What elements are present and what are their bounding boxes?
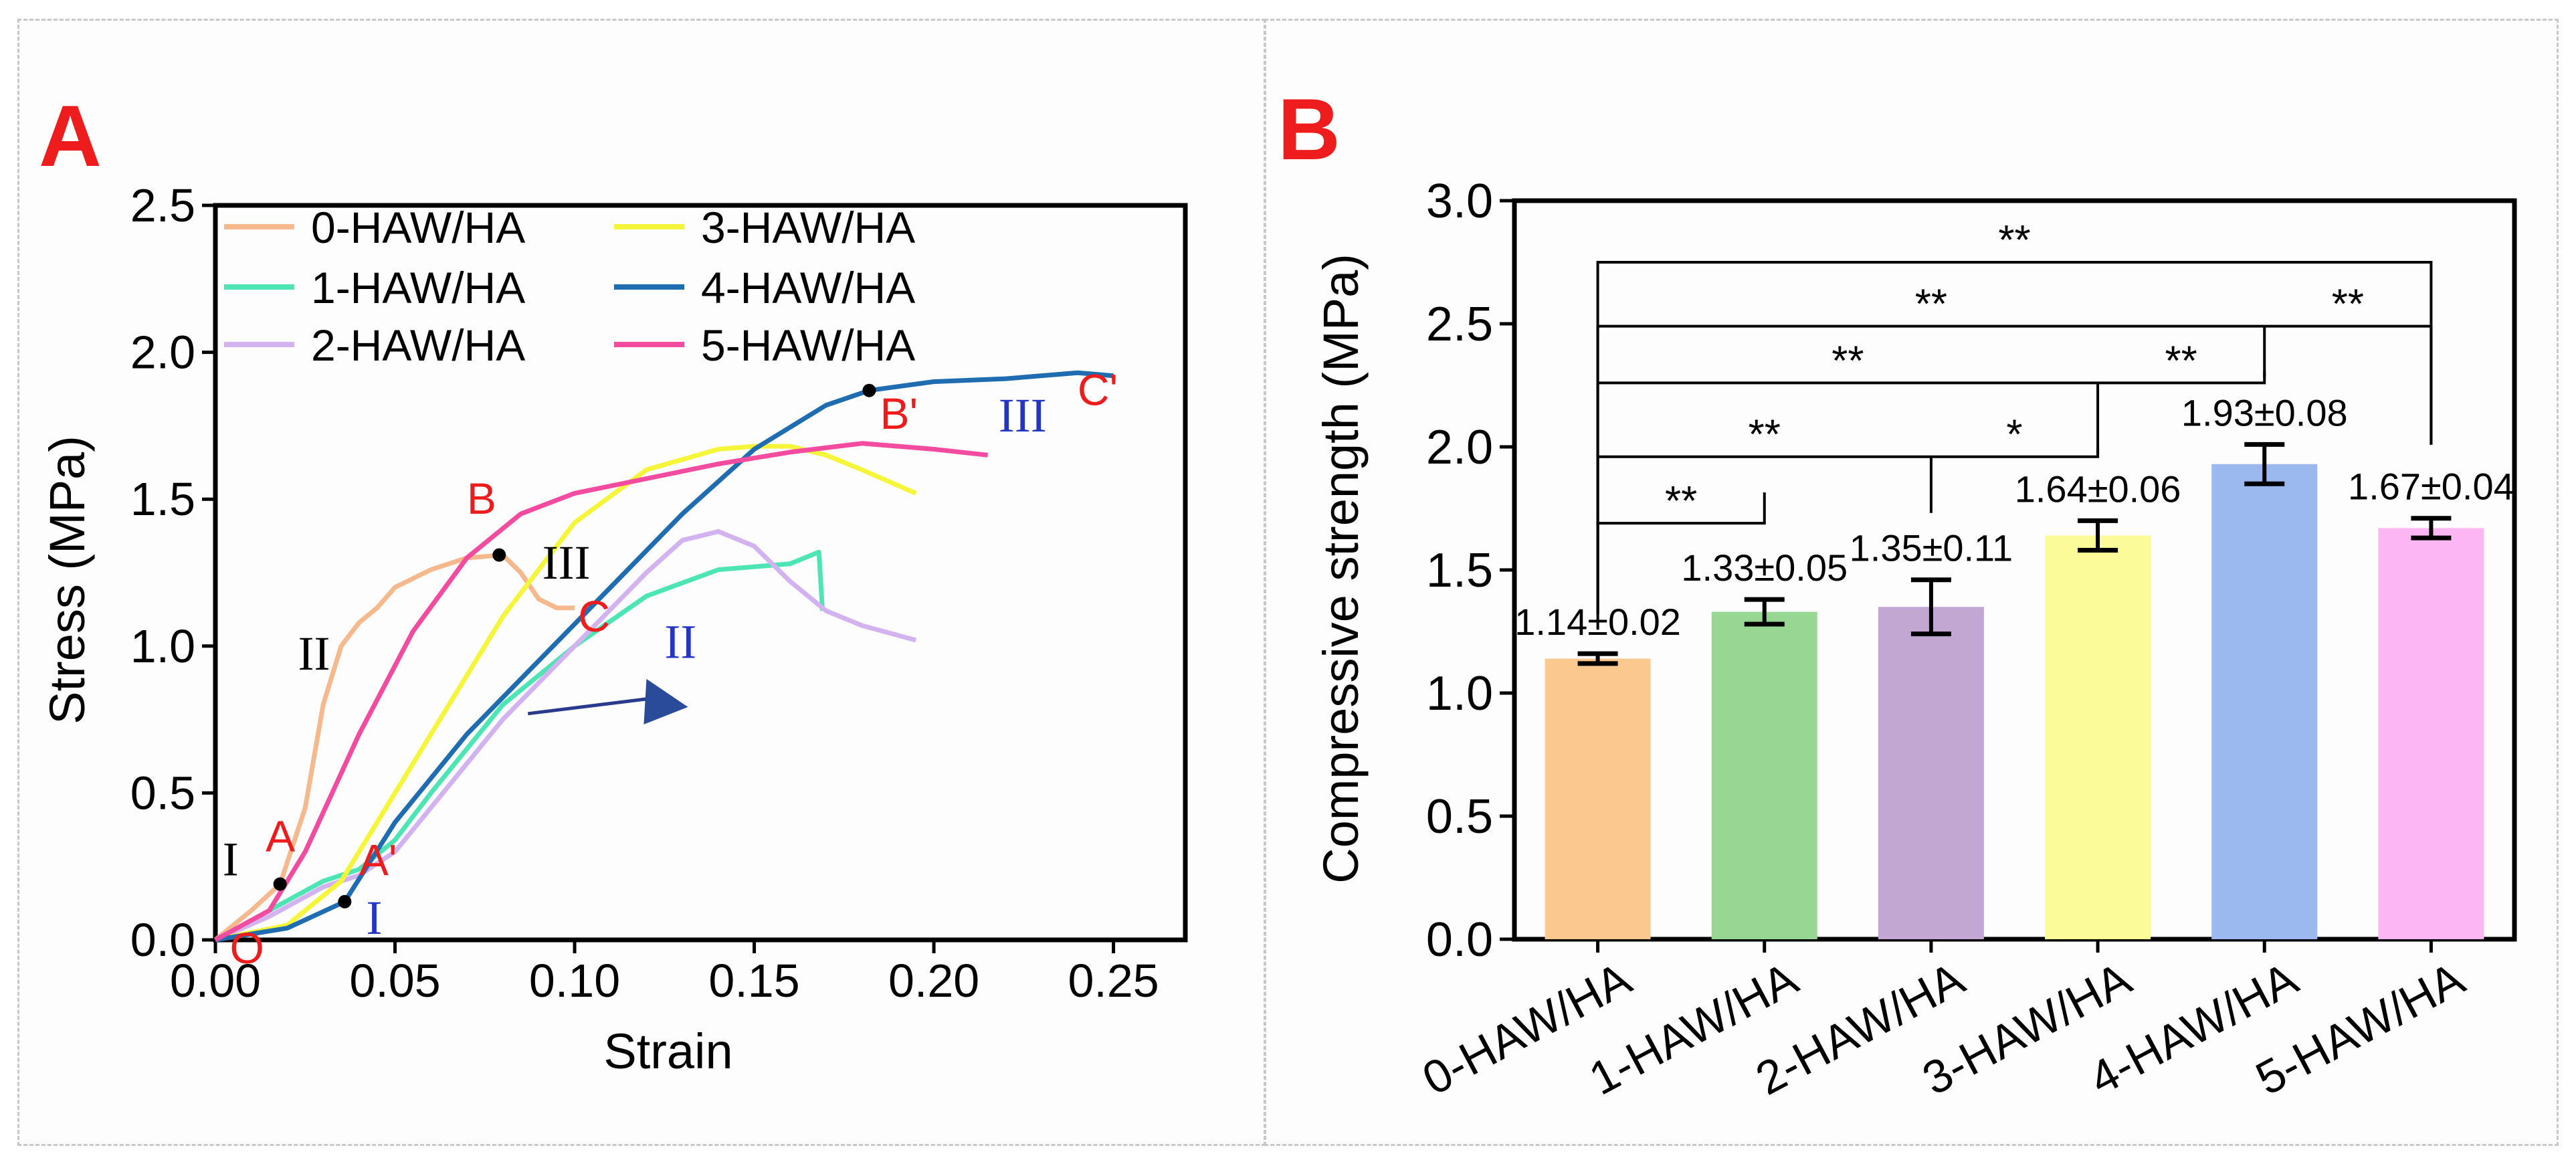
legend-label-3-haw-ha: 3-HAW/HA	[701, 203, 915, 252]
annotation-arrow-head	[643, 678, 688, 724]
annotation-stage-label: II	[664, 615, 696, 668]
annotation-stage-label: III	[999, 389, 1047, 442]
panel-a-chart: 0.00 0.05 0.10 0.15 0.20 0.25 0.0 0.5 1.0 1.5 2.0 2…	[130, 179, 1188, 1007]
plot-frame-a	[213, 203, 1188, 943]
significance-label: **	[2332, 282, 2364, 328]
panel-a-xlabel: Strain	[603, 1024, 732, 1079]
x-tick-label: 0.10	[529, 955, 620, 1007]
bar-1-haw-ha	[1711, 611, 1817, 939]
annotation-point-label: O	[229, 923, 264, 973]
significance-label: *	[2006, 412, 2022, 458]
series-line-2-haw-ha	[214, 529, 917, 943]
annotation-stage-label: II	[298, 627, 330, 680]
x-tick-label: 0.00	[170, 955, 261, 1007]
y-tick-label: 0.0	[1426, 913, 1493, 967]
panel-b-label: B	[1278, 80, 1341, 178]
y-tick-label: 2.5	[130, 179, 195, 231]
panel-a-ylabel: Stress (MPa)	[39, 435, 95, 724]
value-label-1-haw-ha: 1.33±0.05	[1681, 547, 1848, 589]
y-tick-label: 1.5	[130, 473, 195, 525]
annotation-arrow-shaft	[527, 697, 647, 716]
y-tick-label: 2.0	[130, 326, 195, 379]
series-line-3-haw-ha	[215, 444, 917, 943]
significance-bracket	[1596, 261, 2433, 614]
legend-label-2-haw-ha: 2-HAW/HA	[311, 320, 525, 370]
series-line-5-haw-ha	[214, 441, 988, 943]
annotation-point-label: C'	[1078, 365, 1118, 415]
bar-3-haw-ha	[2045, 535, 2151, 939]
panel-b-chart: 0.00.51.01.52.02.53.01.14±0.020-HAW/HA1.…	[1414, 175, 2517, 1105]
significance-label: **	[1998, 217, 2030, 264]
value-label-3-haw-ha: 1.64±0.06	[2015, 468, 2181, 510]
transition-point-marker	[862, 383, 876, 397]
value-label-4-haw-ha: 1.93±0.08	[2181, 391, 2348, 433]
plot-frame-b	[1512, 198, 2517, 942]
value-label-5-haw-ha: 1.67±0.04	[2348, 466, 2514, 508]
annotation-stage-label: I	[367, 891, 383, 945]
x-tick-label: 0.15	[708, 955, 799, 1007]
annotation-point-label: A'	[359, 835, 397, 884]
legend-label-1-haw-ha: 1-HAW/HA	[311, 263, 525, 312]
bar-0-haw-ha	[1545, 658, 1651, 939]
y-tick-label: 0.5	[1426, 790, 1493, 844]
transition-point-marker	[338, 894, 352, 908]
significance-label: **	[1831, 338, 1864, 384]
bar-4-haw-ha	[2211, 464, 2318, 939]
y-tick-label: 1.0	[1426, 667, 1493, 720]
y-tick-label: 2.5	[1426, 298, 1493, 351]
series-line-4-haw-ha	[215, 370, 1114, 943]
series-line-0-haw-ha	[213, 553, 575, 942]
significance-label: **	[1749, 412, 1781, 458]
significance-label: **	[2165, 338, 2197, 384]
annotation-stage-label: I	[223, 832, 239, 886]
annotation-point-label: B'	[880, 389, 918, 438]
value-label-2-haw-ha: 1.35±0.11	[1850, 527, 2013, 569]
legend-label-5-haw-ha: 5-HAW/HA	[701, 320, 915, 370]
x-tick-label: 0.25	[1068, 955, 1159, 1007]
y-tick-label: 0.5	[130, 767, 195, 819]
y-tick-label: 2.0	[1426, 421, 1493, 474]
y-tick-label: 0.0	[130, 914, 195, 966]
annotation-stage-label: III	[542, 536, 591, 589]
x-tick-label: 0.20	[888, 955, 979, 1007]
transition-point-marker	[492, 548, 506, 562]
y-tick-label: 1.5	[1426, 544, 1493, 597]
legend-label-4-haw-ha: 4-HAW/HA	[701, 263, 915, 312]
x-tick-label: 0.05	[349, 955, 440, 1007]
y-tick-label: 1.0	[130, 620, 195, 672]
annotation-point-label: A	[266, 811, 295, 861]
panel-b	[1264, 19, 2559, 1146]
y-tick-label: 3.0	[1426, 175, 1493, 228]
significance-label: **	[1915, 282, 1947, 328]
panel-b-ylabel: Compressive strength (MPa)	[1313, 254, 1369, 884]
bar-2-haw-ha	[1878, 607, 1984, 939]
series-line-1-haw-ha	[214, 549, 825, 943]
significance-label: **	[1665, 478, 1697, 524]
bar-5-haw-ha	[2378, 528, 2484, 939]
annotation-point-label: C	[578, 591, 610, 641]
annotation-point-label: B	[467, 474, 496, 523]
legend-label-0-haw-ha: 0-HAW/HA	[311, 203, 525, 252]
panel-a-label: A	[39, 87, 102, 185]
transition-point-marker	[273, 877, 287, 891]
